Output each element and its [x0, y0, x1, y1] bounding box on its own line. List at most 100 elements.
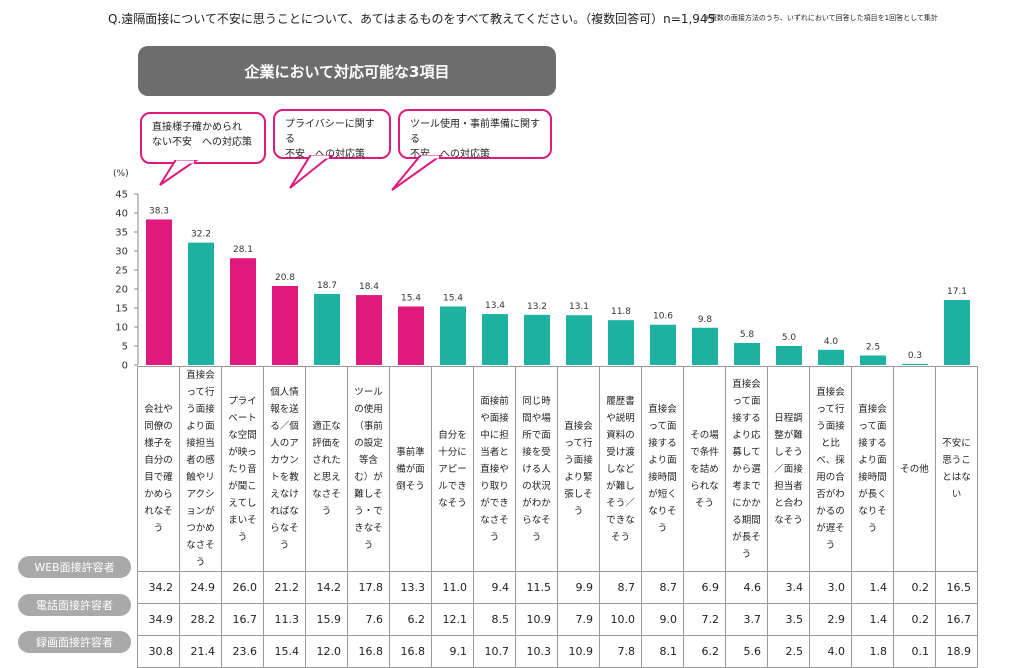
y-tick-label-5: 25: [115, 266, 128, 277]
table-cell-1-11: 10.0: [599, 603, 642, 636]
table-cell-1-6: 6.2: [389, 603, 432, 636]
bar-value-label-4: 18.7: [317, 281, 337, 291]
table-cell-2-9: 10.3: [515, 635, 558, 668]
category-label-12: 直接会って面接するより面接時間が短くなりそう: [641, 366, 684, 572]
bar-value-label-10: 13.1: [569, 302, 589, 312]
callout-privacy-tail: [289, 155, 333, 189]
table-cell-2-11: 7.8: [599, 635, 642, 668]
category-label-18: その他: [893, 366, 936, 572]
bar-2: [230, 258, 256, 365]
y-tick-label-1: 5: [122, 342, 128, 353]
category-label-7: 自分を十分にアピールできなそう: [431, 366, 474, 572]
category-label-16: 直接会って行う面接と比べ、採用の合否がわかるのが遅そう: [809, 366, 852, 572]
bar-13: [692, 327, 718, 365]
table-cell-1-19: 16.7: [935, 603, 978, 636]
bar-value-label-18: 0.3: [908, 351, 922, 361]
category-label-15: 日程調整が難しそう／面接担当者と合わなそう: [767, 366, 810, 572]
footnote: ※複数の面接方法のうち、いずれにおいて回答した項目を1回答として集計: [704, 14, 938, 22]
category-label-14: 直接会って面接するより応募してから選考までにかかる期間が長そう: [725, 366, 768, 572]
table-cell-2-6: 16.8: [389, 635, 432, 668]
category-label-2: プライベートな空間が映ったり音が聞こえてしまいそう: [221, 366, 264, 572]
category-label-5: ツールの使用（事前の設定等含む）が難しそう・できなそう: [347, 366, 390, 572]
callout-privacy: プライバシーに関する 不安 への対応策: [273, 109, 391, 160]
bar-14: [734, 342, 760, 365]
table-cell-1-2: 16.7: [221, 603, 264, 636]
category-label-17: 直接会って面接するより面接時間が長くなりそう: [851, 366, 894, 572]
table-cell-2-1: 21.4: [179, 635, 222, 668]
y-unit-label: (%): [113, 169, 129, 179]
table-cell-2-8: 10.7: [473, 635, 516, 668]
callout-observation: 直接様子確かめられ ない不安 への対応策: [140, 112, 266, 164]
table-cell-0-5: 17.8: [347, 571, 390, 604]
callout-observation-tail: [159, 160, 199, 186]
bar-value-label-12: 10.6: [653, 312, 673, 322]
y-tick-label-0: 0: [122, 361, 128, 372]
table-cell-2-15: 2.5: [767, 635, 810, 668]
table-cell-1-1: 28.2: [179, 603, 222, 636]
table-cell-1-16: 2.9: [809, 603, 852, 636]
table-cell-2-19: 18.9: [935, 635, 978, 668]
bar-1: [188, 242, 214, 365]
table-cell-1-0: 34.9: [137, 603, 180, 636]
bar-value-label-1: 32.2: [191, 230, 211, 240]
table-cell-0-11: 8.7: [599, 571, 642, 604]
table-cell-0-4: 14.2: [305, 571, 348, 604]
bar-value-label-6: 15.4: [401, 293, 421, 303]
table-cell-0-13: 6.9: [683, 571, 726, 604]
y-tick-label-3: 15: [115, 304, 128, 315]
row-label-2: 録画面接許容者: [18, 631, 131, 653]
bar-value-label-2: 28.1: [233, 245, 253, 255]
table-cell-2-17: 1.8: [851, 635, 894, 668]
bar-value-label-15: 5.0: [782, 333, 797, 343]
table-cell-1-13: 7.2: [683, 603, 726, 636]
table-cell-0-7: 11.0: [431, 571, 474, 604]
table-cell-0-6: 13.3: [389, 571, 432, 604]
row-label-0: WEB面接許容者: [18, 556, 131, 578]
bar-12: [650, 324, 676, 365]
banner-title: 企業において対応可能な3項目: [138, 46, 556, 96]
table-cell-1-5: 7.6: [347, 603, 390, 636]
table-cell-2-13: 6.2: [683, 635, 726, 668]
bar-4: [314, 293, 340, 365]
bar-15: [776, 346, 802, 365]
table-row: 34.9 28.2 16.7 11.3 15.9 7.6 6.2 12.1 8.5 10.9 7.9…: [137, 603, 978, 636]
row-label-1: 電話面接許容者: [18, 594, 131, 616]
category-label-10: 直接会って行う面接より緊張しそう: [557, 366, 600, 572]
table-cell-0-8: 9.4: [473, 571, 516, 604]
bar-value-label-11: 11.8: [611, 307, 631, 317]
bar-value-label-8: 13.4: [485, 301, 505, 311]
category-label-1: 直接会って行う面接より面接担当者の感触やリアクションがつかめなさそう: [179, 366, 222, 572]
table-cell-1-4: 15.9: [305, 603, 348, 636]
bar-value-label-0: 38.3: [149, 206, 169, 216]
table-cell-1-17: 1.4: [851, 603, 894, 636]
table-cell-0-2: 26.0: [221, 571, 264, 604]
y-tick-label-7: 35: [115, 228, 128, 239]
bar-18: [902, 363, 928, 365]
table-cell-2-12: 8.1: [641, 635, 684, 668]
table-cell-0-10: 9.9: [557, 571, 600, 604]
table-cell-0-18: 0.2: [893, 571, 936, 604]
bar-6: [398, 306, 424, 365]
category-label-8: 面接前や面接中に担当者と直接やり取りができなさそう: [473, 366, 516, 572]
bar-17: [860, 355, 886, 365]
table-cell-2-16: 4.0: [809, 635, 852, 668]
category-label-4: 適正な評価をされたと思えなさそう: [305, 366, 348, 572]
table-cell-1-14: 3.7: [725, 603, 768, 636]
table-row: 30.8 21.4 23.6 15.4 12.0 16.8 16.8 9.1 10.7 10.3 1…: [137, 635, 978, 668]
table-cell-2-7: 9.1: [431, 635, 474, 668]
table-cell-0-16: 3.0: [809, 571, 852, 604]
table-cell-2-5: 16.8: [347, 635, 390, 668]
table-cell-1-10: 7.9: [557, 603, 600, 636]
category-label-3: 個人情報を送る／個人のアカウントを教えなければならなそう: [263, 366, 306, 572]
bar-value-label-13: 9.8: [698, 315, 713, 325]
bar-value-label-3: 20.8: [275, 273, 295, 283]
bar-19: [944, 300, 970, 365]
table-cell-2-2: 23.6: [221, 635, 264, 668]
bar-value-label-16: 4.0: [824, 337, 839, 347]
callout-tools-tail: [391, 155, 444, 191]
table-cell-2-3: 15.4: [263, 635, 306, 668]
bar-9: [524, 314, 550, 365]
table-cell-2-14: 5.6: [725, 635, 768, 668]
table-cell-1-3: 11.3: [263, 603, 306, 636]
